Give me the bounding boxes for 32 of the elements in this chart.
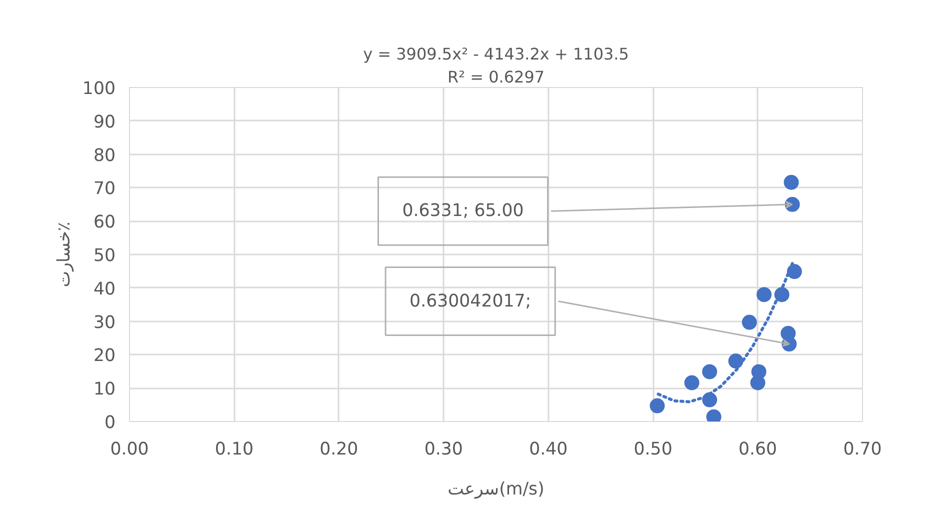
- annotation: 0.6331; 65.00: [402, 201, 524, 222]
- point: [650, 398, 665, 414]
- y-tick-label: 40: [93, 279, 116, 300]
- y-axis-title: خسارت٪: [54, 222, 74, 288]
- y-tick-label: 80: [93, 146, 116, 166]
- y-tick-label: 100: [82, 79, 116, 99]
- point: [684, 375, 700, 390]
- x-axis-title: سرعت(m/s): [448, 480, 544, 500]
- point: [750, 375, 766, 390]
- y-tick-label: 30: [93, 312, 116, 333]
- x-tick-label: 0.30: [424, 440, 463, 460]
- x-tick-label: 0.10: [214, 440, 254, 460]
- text: R² = 0.6297: [447, 68, 545, 86]
- y-tick-label: 50: [93, 246, 116, 266]
- x-tick-label: 0.40: [529, 440, 568, 460]
- y-tick-label: 10: [93, 380, 116, 400]
- y-tick-label: 90: [93, 112, 116, 132]
- y-tick-label: 20: [93, 346, 116, 366]
- x-tick-label: 0.60: [738, 440, 778, 460]
- annotation: 0.630042017;: [410, 291, 532, 312]
- y-tick-label: 60: [93, 212, 116, 233]
- point: [702, 364, 718, 380]
- point: [784, 174, 799, 190]
- x-tick-label: 0.50: [634, 440, 672, 460]
- y-tick-label: 0: [104, 413, 116, 433]
- x-tick-label: 0.00: [110, 440, 149, 460]
- x-tick-label: 0.20: [320, 440, 358, 460]
- point: [742, 314, 757, 330]
- y-tick-label: 70: [93, 179, 116, 200]
- x-tick-label: 0.70: [843, 440, 882, 460]
- point: [756, 287, 772, 302]
- text: y = 3909.5x² - 4143.2x + 1103.5: [363, 44, 629, 64]
